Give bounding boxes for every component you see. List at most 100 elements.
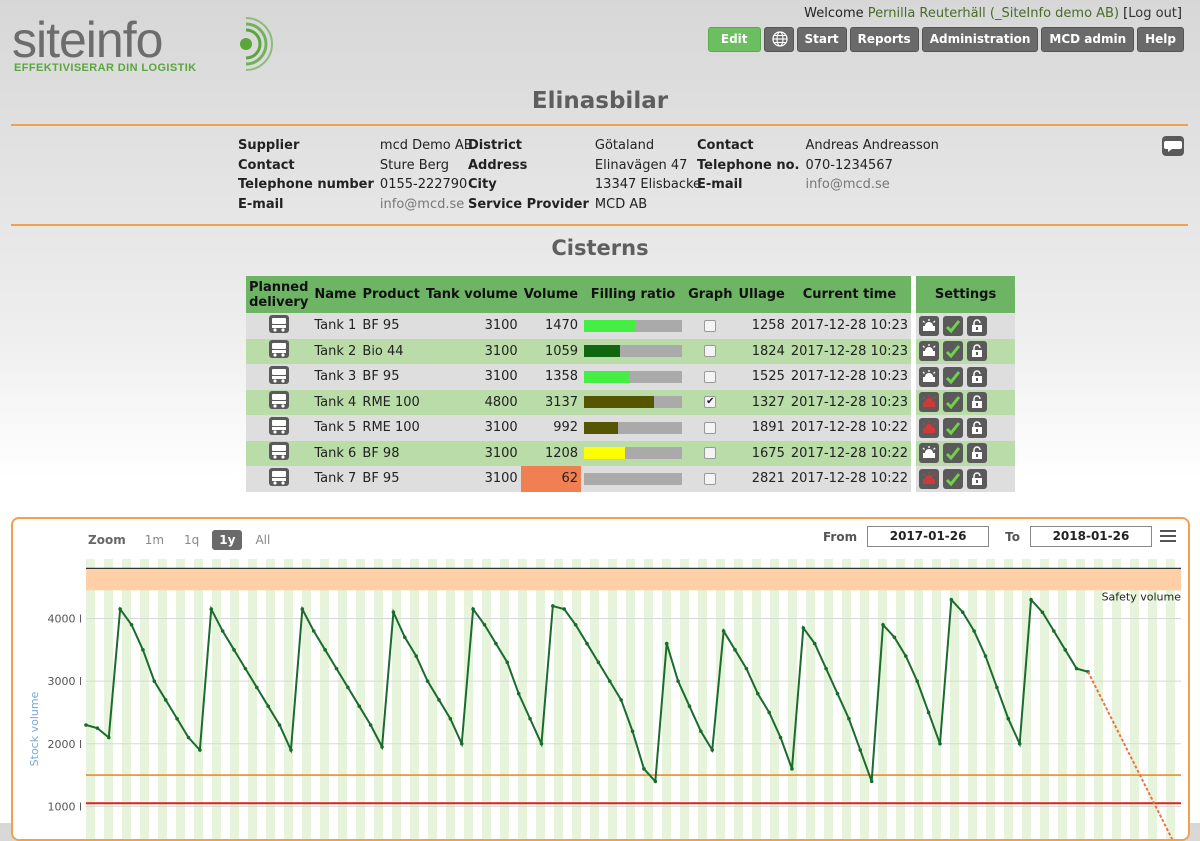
planned-delivery-button[interactable] [246, 466, 312, 492]
alarm-settings-button[interactable] [919, 392, 940, 413]
table-row[interactable]: Tank 2 Bio 44 3100 1059 1824 2017-12-28 10:23 [246, 338, 1016, 364]
lock-button[interactable] [967, 341, 988, 362]
col-tank-volume[interactable]: Tank volume [422, 276, 521, 313]
info-label: E-mail [697, 177, 743, 193]
reports-button[interactable]: Reports [849, 27, 919, 52]
data-point [300, 607, 305, 611]
lock-button[interactable] [967, 392, 988, 413]
approve-button[interactable] [943, 443, 964, 464]
chat-bubble-icon [1162, 136, 1184, 156]
edit-button[interactable]: Edit [707, 27, 761, 52]
approve-button[interactable] [943, 468, 964, 489]
lock-button[interactable] [967, 366, 988, 387]
table-row[interactable]: Tank 4 RME 100 4800 3137 ✔ 1327 2017-12-28 10:… [246, 389, 1016, 415]
zoom-1m-button[interactable]: 1m [144, 533, 165, 547]
lock-button[interactable] [967, 315, 988, 336]
tank-name[interactable]: Tank 1 [311, 313, 360, 339]
data-point [949, 597, 954, 602]
filling-ratio-cell [581, 364, 686, 390]
filling-ratio-cell [581, 313, 686, 339]
chart-menu-icon[interactable] [1160, 530, 1176, 545]
filling-bar [584, 396, 683, 409]
tank-name[interactable]: Tank 6 [311, 440, 360, 466]
table-row[interactable]: Tank 3 BF 95 3100 1358 1525 2017-12-28 10:23 [246, 364, 1016, 390]
lock-icon [972, 395, 983, 409]
alarm-settings-button[interactable] [919, 366, 940, 387]
tank-name[interactable]: Tank 7 [311, 466, 360, 492]
approve-button[interactable] [943, 392, 964, 413]
alarm-settings-button[interactable] [919, 341, 940, 362]
language-button[interactable] [763, 27, 794, 52]
col-volume[interactable]: Volume [520, 276, 582, 313]
graph-checkbox[interactable] [704, 319, 717, 332]
table-row[interactable]: Tank 5 RME 100 3100 992 1891 2017-12-28 10:22 [246, 415, 1016, 441]
table-row[interactable]: Tank 7 BF 95 3100 62 2821 2017-12-28 10:22 [246, 466, 1016, 492]
tank-name[interactable]: Tank 2 [311, 338, 360, 364]
planned-delivery-button[interactable] [246, 389, 312, 415]
cisterns-table: Planned delivery Name Product Tank volum… [246, 276, 1016, 492]
zoom-1q-button[interactable]: 1q [184, 533, 200, 547]
col-filling-ratio[interactable]: Filling ratio [581, 276, 686, 313]
graph-checkbox[interactable] [704, 472, 717, 485]
lock-button[interactable] [967, 443, 988, 464]
table-row[interactable]: Tank 6 BF 98 3100 1208 1675 2017-12-28 10:22 [246, 440, 1016, 466]
graph-checkbox[interactable] [704, 370, 717, 383]
approve-button[interactable] [943, 417, 964, 438]
data-point [1040, 610, 1045, 615]
zoom-all-button[interactable]: All [255, 533, 271, 547]
graph-checkbox[interactable] [704, 447, 717, 460]
data-point [368, 723, 373, 727]
lock-button[interactable] [967, 468, 988, 489]
col-graph[interactable]: Graph [685, 276, 736, 313]
planned-delivery-button[interactable] [246, 338, 312, 364]
approve-button[interactable] [943, 366, 964, 387]
alarm-settings-button[interactable] [919, 315, 940, 336]
alarm-settings-button[interactable] [919, 417, 940, 438]
ullage-value: 1891 [735, 415, 788, 441]
col-current-time[interactable]: Current time [787, 276, 912, 313]
to-date-input[interactable]: 2018-01-26 [1029, 526, 1152, 547]
col-ullage[interactable]: Ullage [735, 276, 788, 313]
graph-checkbox[interactable] [704, 421, 717, 434]
approve-button[interactable] [943, 341, 964, 362]
administration-button[interactable]: Administration [921, 27, 1039, 52]
email-link[interactable]: info@mcd.se [379, 197, 465, 213]
comment-button[interactable] [1162, 136, 1184, 160]
background-stripe [194, 559, 203, 839]
planned-delivery-button[interactable] [246, 364, 312, 390]
filling-ratio-cell [581, 440, 686, 466]
planned-delivery-button[interactable] [246, 440, 312, 466]
graph-checkbox[interactable] [704, 345, 717, 358]
start-button[interactable]: Start [796, 27, 847, 52]
col-planned-delivery[interactable]: Planned delivery [246, 276, 312, 313]
email-link[interactable]: info@mcd.se [805, 177, 890, 193]
background-stripe [770, 559, 779, 839]
welcome-label: Welcome [804, 6, 864, 21]
alarm-settings-button[interactable] [919, 443, 940, 464]
graph-checkbox[interactable]: ✔ [704, 396, 717, 409]
approve-button[interactable] [943, 315, 964, 336]
zoom-1y-button[interactable]: 1y [212, 530, 243, 550]
from-date-input[interactable]: 2017-01-26 [867, 526, 990, 547]
tank-name[interactable]: Tank 5 [311, 415, 360, 441]
lock-button[interactable] [967, 417, 988, 438]
data-point [243, 666, 248, 671]
tank-name[interactable]: Tank 4 [311, 389, 360, 415]
siteinfo-logo[interactable]: siteinfo EFFEKTIVISERAR DIN LOGISTIK [12, 14, 273, 80]
ullage-value: 1258 [735, 313, 788, 339]
background-stripe [788, 559, 797, 839]
mcd-admin-button[interactable]: MCD admin [1041, 27, 1135, 52]
background-stripe [1112, 559, 1121, 839]
col-product[interactable]: Product [359, 276, 423, 313]
help-button[interactable]: Help [1137, 27, 1184, 52]
planned-delivery-button[interactable] [246, 313, 312, 339]
planned-delivery-button[interactable] [246, 415, 312, 441]
data-point [596, 660, 601, 665]
logout-link[interactable]: Log out [1128, 6, 1177, 21]
data-point [516, 691, 521, 696]
alarm-settings-button[interactable] [919, 468, 940, 489]
tank-name[interactable]: Tank 3 [311, 364, 360, 390]
table-row[interactable]: Tank 1 BF 95 3100 1470 1258 2017-12-28 10:23 [246, 313, 1016, 339]
col-name[interactable]: Name [311, 276, 360, 313]
filling-ratio-cell [581, 466, 686, 492]
